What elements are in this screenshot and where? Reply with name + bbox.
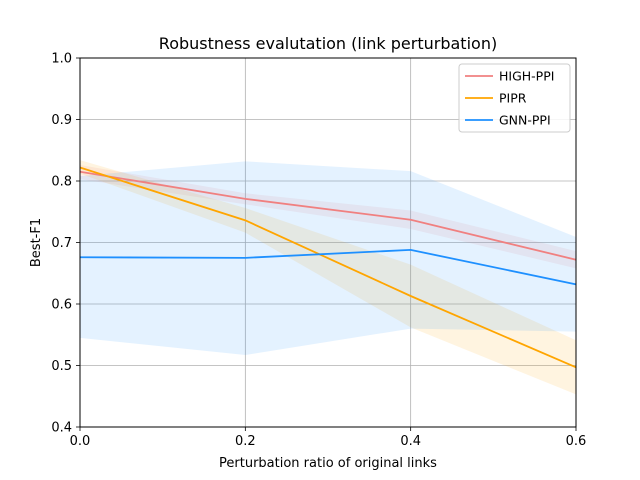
y-tick-label: 0.5 — [51, 359, 72, 374]
legend-box — [458, 63, 571, 133]
x-tick-label: 0.6 — [566, 434, 587, 449]
line-gnn-ppi — [79, 248, 577, 286]
line-pipr — [79, 166, 577, 369]
band-pipr — [80, 160, 576, 395]
legend: HIGH-PPI PIPR GNN-PPI — [458, 63, 571, 133]
y-tick-label: 0.4 — [51, 421, 72, 436]
axis-ticks: 0.0 0.2 0.4 0.6 0.4 0.5 0.6 0.7 0.8 0.9 1.0 — [51, 52, 586, 450]
x-tick-label: 0.0 — [70, 434, 91, 449]
x-axis-label: Perturbation ratio of original links — [219, 456, 437, 471]
y-tick-label: 0.7 — [51, 236, 72, 251]
x-tick-label: 0.4 — [400, 434, 421, 449]
y-tick-label: 0.6 — [51, 298, 72, 313]
y-tick-label: 0.8 — [51, 175, 72, 190]
chart-title: Robustness evalutation (link perturbatio… — [159, 34, 497, 53]
line-high-ppi — [79, 170, 577, 261]
band-high-ppi — [80, 165, 576, 269]
series-lines — [79, 166, 577, 369]
y-axis-label: Best-F1 — [29, 218, 44, 267]
x-tick-label: 0.2 — [235, 434, 256, 449]
y-tick-label: 1.0 — [51, 52, 72, 67]
legend-label: PIPR — [499, 91, 527, 106]
legend-label: GNN-PPI — [499, 113, 551, 128]
legend-label: HIGH-PPI — [499, 69, 554, 84]
y-tick-label: 0.9 — [51, 113, 72, 128]
